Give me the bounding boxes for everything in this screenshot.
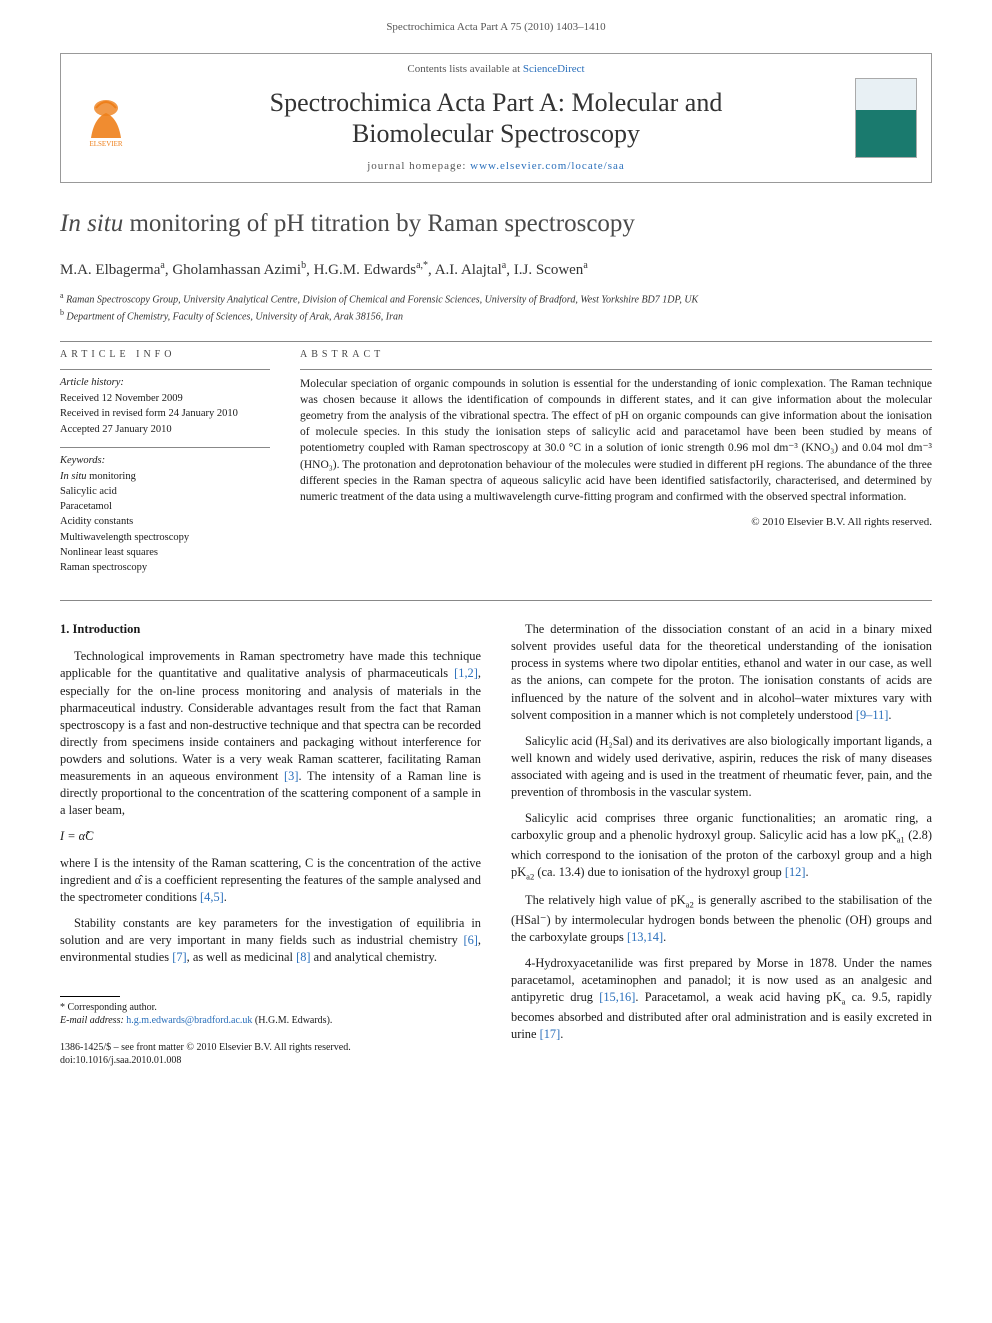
- ref-17[interactable]: [17]: [540, 1027, 561, 1041]
- elsevier-logo-icon: ELSEVIER: [76, 88, 136, 148]
- p1-pre: Technological improvements in Raman spec…: [60, 649, 481, 680]
- ref-9-11[interactable]: [9–11]: [856, 708, 889, 722]
- keywords-label: Keywords:: [60, 454, 270, 468]
- abstract: abstract Molecular speciation of organic…: [300, 348, 932, 577]
- p2-pre: where I is the intensity of the Raman sc…: [60, 856, 481, 904]
- r5-mid: . Paracetamol, a weak acid having pK: [635, 990, 841, 1004]
- journal-cover-icon: [855, 78, 917, 158]
- para-r2: Salicylic acid (H₂Sal) and its derivativ…: [511, 733, 932, 801]
- keyword: Paracetamol: [60, 500, 270, 514]
- ref-13-14[interactable]: [13,14]: [627, 930, 663, 944]
- footnote-separator: [60, 996, 120, 997]
- article-info: article info Article history: Received 1…: [60, 348, 270, 577]
- homepage-pre: journal homepage:: [367, 160, 470, 172]
- r4-post: .: [663, 930, 666, 944]
- rule-bottom: [60, 600, 932, 601]
- footer-line2: doi:10.1016/j.saa.2010.01.008: [60, 1054, 481, 1067]
- running-header: Spectrochimica Acta Part A 75 (2010) 140…: [60, 20, 932, 35]
- r3-a1: a1: [897, 835, 905, 845]
- ref-12[interactable]: [12]: [785, 865, 806, 879]
- journal-name: Spectrochimica Acta Part A: Molecular an…: [270, 87, 723, 149]
- column-left: 1. Introduction Technological improvemen…: [60, 621, 481, 1067]
- contents-pre: Contents lists available at: [407, 63, 522, 75]
- journal-cover-box: [841, 54, 931, 182]
- footer-line1: 1386-1425/$ – see front matter © 2010 El…: [60, 1041, 481, 1054]
- section-heading: 1. Introduction: [60, 621, 481, 638]
- history-line: Received 12 November 2009: [60, 392, 270, 406]
- r3-mid2: (ca. 13.4) due to ionisation of the hydr…: [534, 865, 785, 879]
- history-line: Received in revised form 24 January 2010: [60, 407, 270, 421]
- sciencedirect-link[interactable]: ScienceDirect: [523, 63, 585, 75]
- abstract-rule: [300, 369, 932, 370]
- p3-pre: Stability constants are key parameters f…: [60, 916, 481, 947]
- ref-6[interactable]: [6]: [463, 933, 477, 947]
- abstract-heading: abstract: [300, 348, 932, 362]
- svg-text:ELSEVIER: ELSEVIER: [89, 140, 122, 148]
- contents-line: Contents lists available at ScienceDirec…: [407, 62, 584, 77]
- homepage-link[interactable]: www.elsevier.com/locate/saa: [470, 160, 625, 172]
- keyword: In situ monitoring: [60, 470, 270, 484]
- ref-7[interactable]: [7]: [172, 950, 186, 964]
- r3-pre: Salicylic acid comprises three organic f…: [511, 811, 932, 842]
- journal-name-line1: Spectrochimica Acta Part A: Molecular an…: [270, 88, 723, 117]
- ref-1-2[interactable]: [1,2]: [454, 666, 478, 680]
- email-label: E-mail address:: [60, 1015, 124, 1026]
- r4-a: a2: [686, 900, 694, 910]
- email-line: E-mail address: h.g.m.edwards@bradford.a…: [60, 1014, 481, 1027]
- article-title: In situ monitoring of pH titration by Ra…: [60, 207, 932, 241]
- keyword: Salicylic acid: [60, 485, 270, 499]
- authors: M.A. Elbagermaa, Gholamhassan Azimib, H.…: [60, 259, 932, 280]
- copyright: © 2010 Elsevier B.V. All rights reserved…: [300, 515, 932, 530]
- r3-post: .: [806, 865, 809, 879]
- para-r1: The determination of the dissociation co…: [511, 621, 932, 724]
- p3-post: and analytical chemistry.: [311, 950, 438, 964]
- email-name: (H.G.M. Edwards).: [255, 1015, 333, 1026]
- ref-3[interactable]: [3]: [284, 769, 298, 783]
- equation: I = α̂C: [60, 828, 481, 845]
- para-2: where I is the intensity of the Raman sc…: [60, 855, 481, 906]
- info-rule-1: [60, 369, 270, 370]
- journal-name-line2: Biomolecular Spectroscopy: [352, 119, 640, 148]
- p2-post: .: [224, 890, 227, 904]
- history-label: Article history:: [60, 376, 270, 390]
- homepage-line: journal homepage: www.elsevier.com/locat…: [367, 159, 625, 174]
- footer: 1386-1425/$ – see front matter © 2010 El…: [60, 1041, 481, 1067]
- keyword: Acidity constants: [60, 515, 270, 529]
- para-1: Technological improvements in Raman spec…: [60, 648, 481, 819]
- para-r5: 4-Hydroxyacetanilide was first prepared …: [511, 955, 932, 1043]
- info-heading: article info: [60, 348, 270, 362]
- para-3: Stability constants are key parameters f…: [60, 915, 481, 966]
- para-r4: The relatively high value of pKa2 is gen…: [511, 892, 932, 946]
- ref-8[interactable]: [8]: [296, 950, 310, 964]
- info-rule-2: [60, 447, 270, 448]
- email-link[interactable]: h.g.m.edwards@bradford.ac.uk: [126, 1015, 252, 1026]
- ref-4-5[interactable]: [4,5]: [200, 890, 224, 904]
- affiliation: b Department of Chemistry, Faculty of Sc…: [60, 307, 932, 324]
- title-italic: In situ: [60, 210, 123, 237]
- body-columns: 1. Introduction Technological improvemen…: [60, 621, 932, 1067]
- affiliation: a Raman Spectroscopy Group, University A…: [60, 290, 932, 307]
- p1-mid: , especially for the on-line process mon…: [60, 666, 481, 783]
- publisher-logo-box: ELSEVIER: [61, 54, 151, 182]
- corresponding-footnote: * Corresponding author. E-mail address: …: [60, 1001, 481, 1027]
- keyword: Nonlinear least squares: [60, 546, 270, 560]
- masthead: ELSEVIER Contents lists available at Sci…: [60, 53, 932, 183]
- para-r3: Salicylic acid comprises three organic f…: [511, 810, 932, 883]
- r1-post: .: [888, 708, 891, 722]
- affiliations: a Raman Spectroscopy Group, University A…: [60, 290, 932, 325]
- history-line: Accepted 27 January 2010: [60, 423, 270, 437]
- title-rest: monitoring of pH titration by Raman spec…: [123, 210, 635, 237]
- keyword: Multiwavelength spectroscopy: [60, 531, 270, 545]
- p3-mid2: , as well as medicinal: [187, 950, 296, 964]
- rule-top: [60, 341, 932, 342]
- keyword: Raman spectroscopy: [60, 561, 270, 575]
- abstract-text: Molecular speciation of organic compound…: [300, 376, 932, 505]
- corr-line: * Corresponding author.: [60, 1001, 481, 1014]
- column-right: The determination of the dissociation co…: [511, 621, 932, 1067]
- r4-pre: The relatively high value of pK: [525, 893, 686, 907]
- masthead-center: Contents lists available at ScienceDirec…: [151, 54, 841, 182]
- r5-post: .: [560, 1027, 563, 1041]
- info-abstract-row: article info Article history: Received 1…: [60, 348, 932, 577]
- ref-15-16[interactable]: [15,16]: [599, 990, 635, 1004]
